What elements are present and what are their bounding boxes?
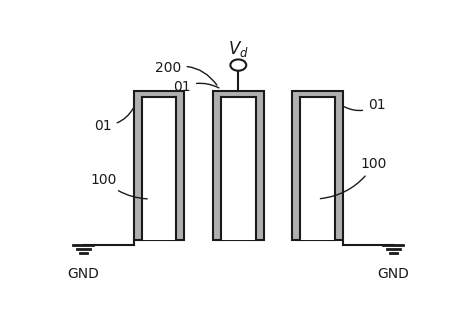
Text: GND: GND [67,267,100,281]
Bar [300,97,335,240]
Text: 01: 01 [94,108,133,133]
Bar [213,91,264,240]
Bar [292,91,343,240]
Text: 200: 200 [155,61,217,85]
Bar [142,97,176,240]
Bar [134,91,184,240]
Text: $V_d$: $V_d$ [228,39,249,59]
Text: 01: 01 [344,98,385,112]
Text: 01: 01 [173,80,219,94]
Bar [221,97,256,240]
Text: 100: 100 [91,172,147,199]
Text: GND: GND [377,267,409,281]
Text: 100: 100 [320,157,387,199]
